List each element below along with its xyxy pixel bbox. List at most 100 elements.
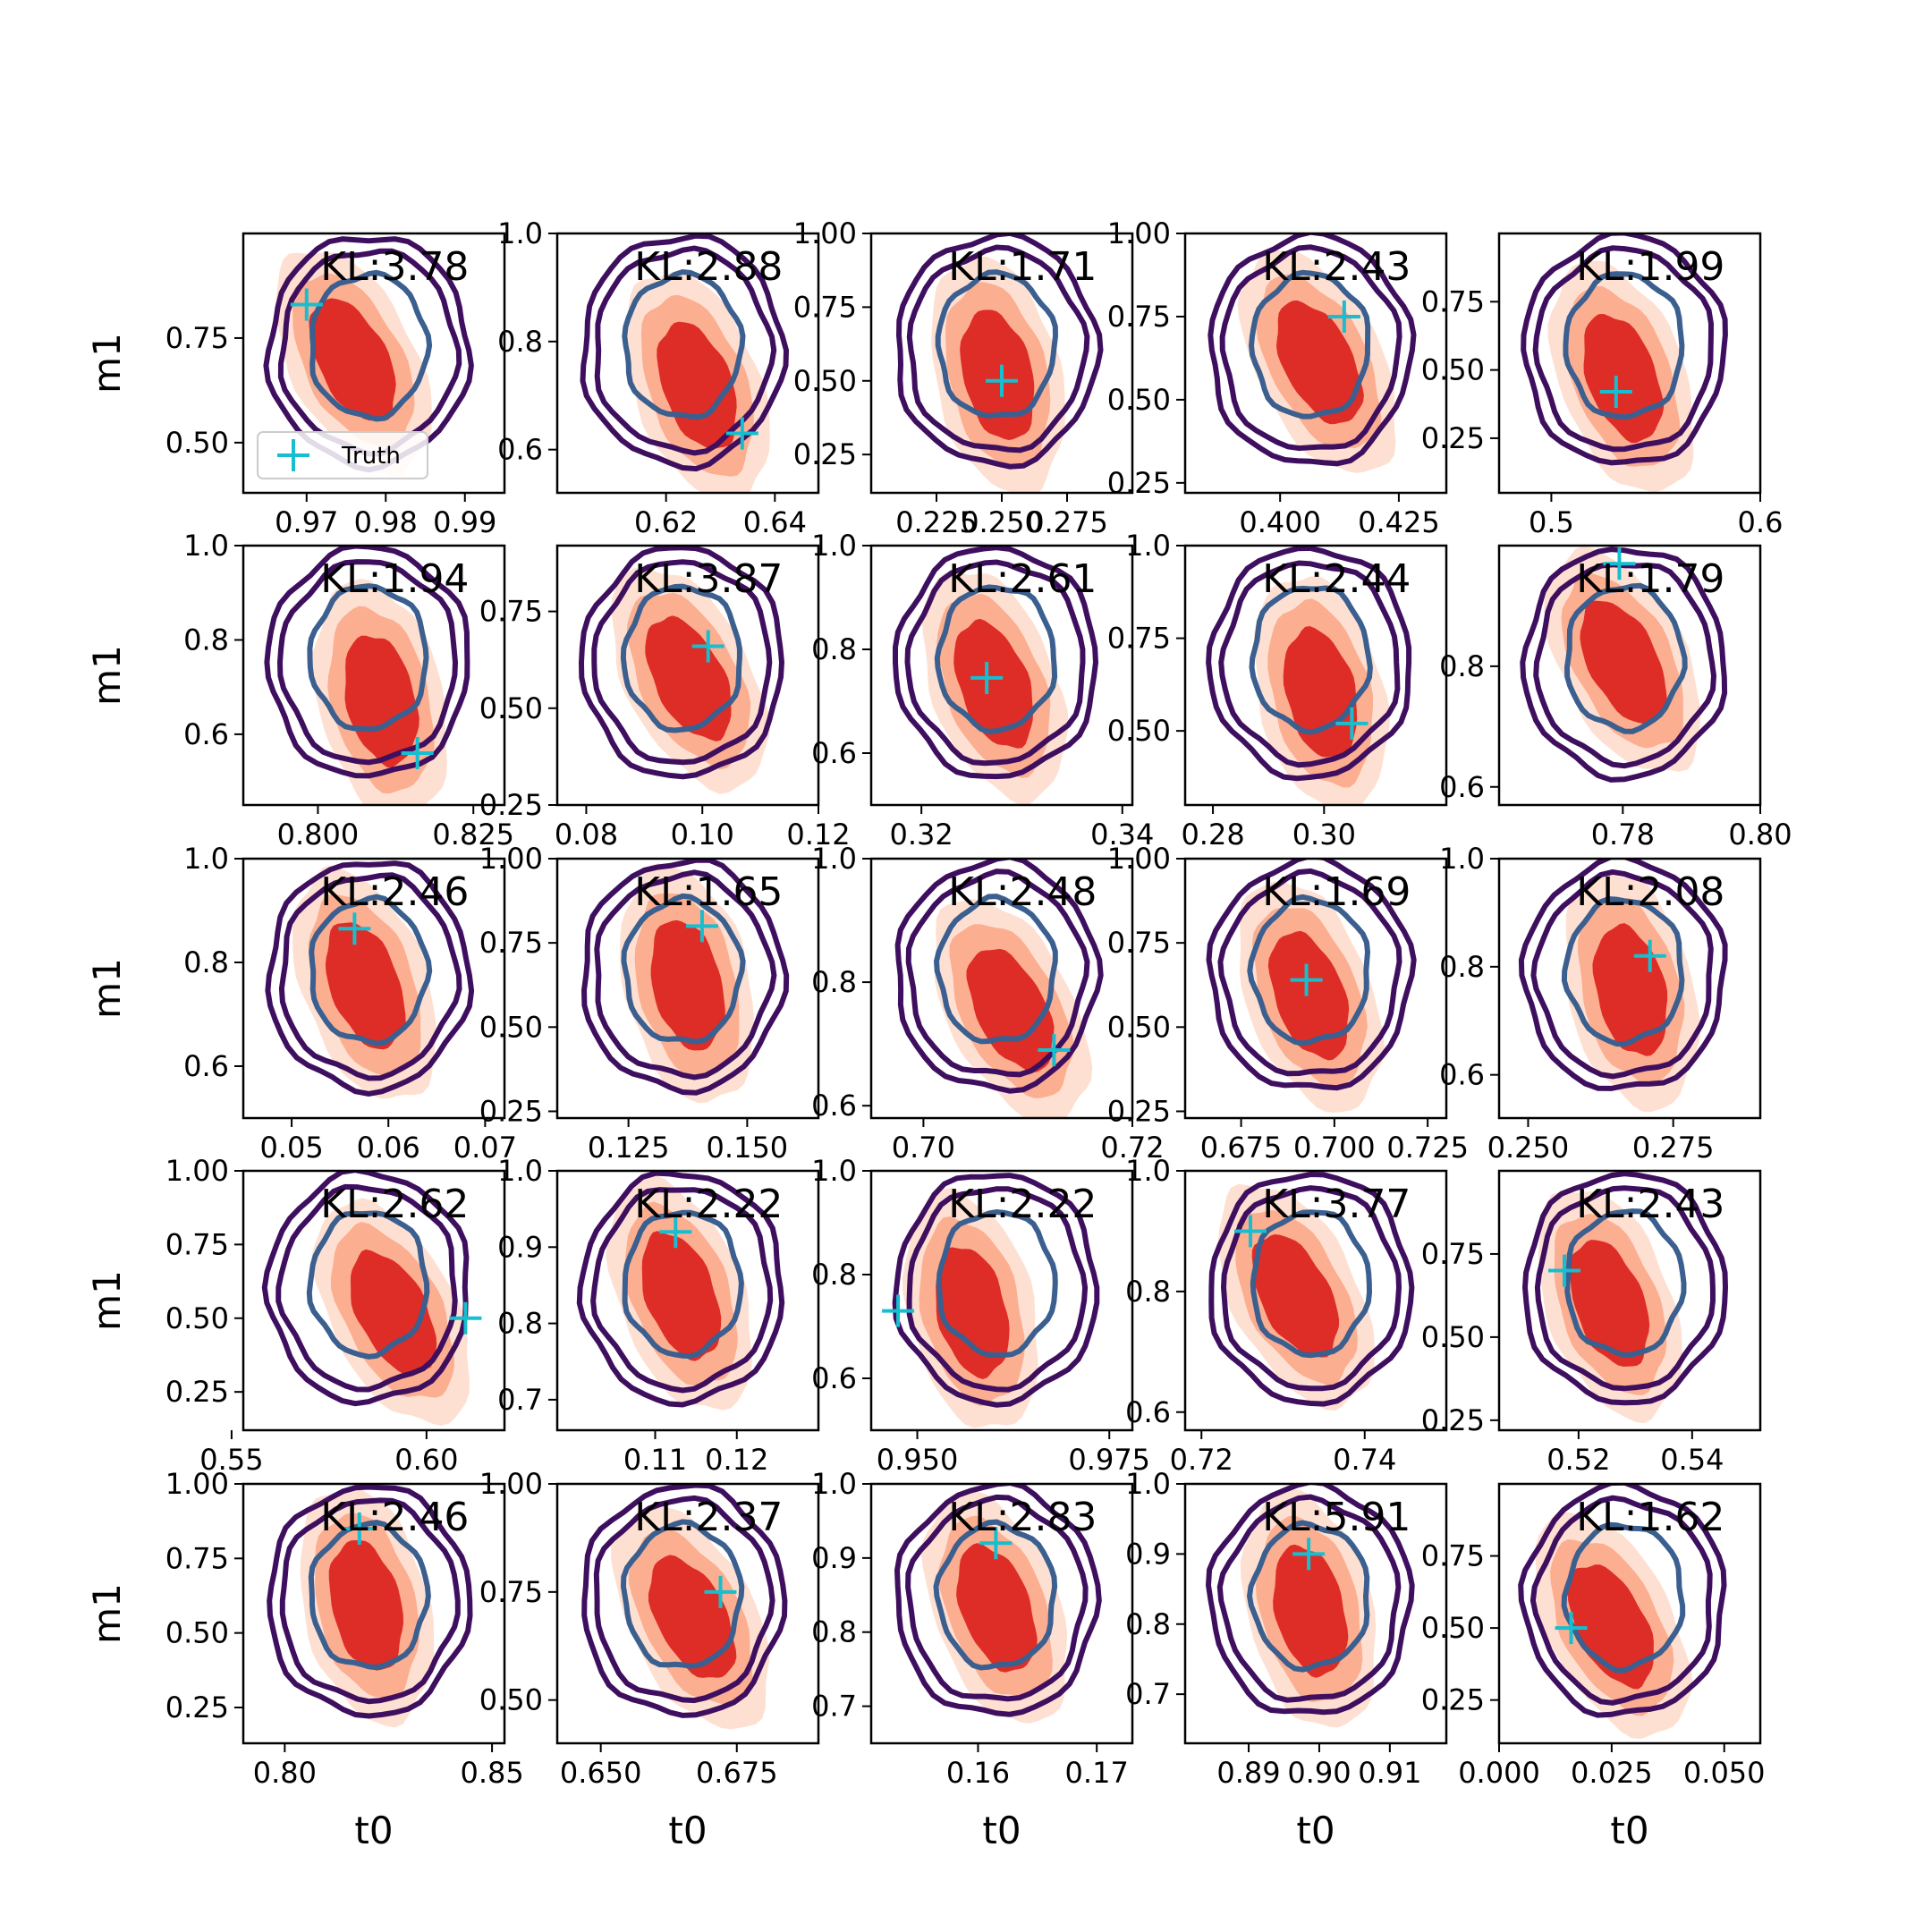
contour-outer-1 — [895, 233, 1104, 470]
subplot-21: 0.80 0.85 0.25 0.50 0.75 1.00 KL:2.46 m1 t0 — [85, 1467, 524, 1852]
axes-frame — [1497, 232, 1762, 495]
x-tick-label: 0.025 — [1571, 1756, 1653, 1790]
axes-frame — [869, 544, 1134, 807]
posterior-density-level-3 — [648, 1555, 737, 1678]
x-tick-label: 0.275 — [1026, 505, 1108, 539]
kl-divergence-label: KL:1.79 — [1576, 556, 1724, 602]
x-tick-label: 0.28 — [1181, 818, 1244, 852]
axes-frame — [1497, 1482, 1762, 1745]
contour-outer-2 — [905, 869, 1090, 1078]
contour-inner — [936, 1208, 1058, 1358]
x-tick-label: 0.70 — [892, 1131, 955, 1165]
contour-outer-2 — [593, 1495, 775, 1704]
kl-divergence-label: KL:2.88 — [634, 244, 783, 290]
contour-outer-2 — [1219, 244, 1402, 452]
contour-outer-2 — [591, 559, 773, 766]
x-tick-label: 0.250 — [961, 505, 1043, 539]
kl-divergence-label: KL:2.61 — [948, 556, 1097, 602]
x-tick-label: 0.34 — [1090, 818, 1154, 852]
contour-outer-1 — [264, 546, 470, 779]
contour-outer-1 — [1520, 547, 1728, 783]
y-tick-label: 0.50 — [793, 364, 857, 398]
subplot-20: 0.52 0.54 0.25 0.50 0.75 KL:2.43 — [1421, 1169, 1762, 1477]
plot-area — [1206, 546, 1412, 805]
posterior-density-level-3 — [960, 309, 1035, 440]
contour-inner — [933, 894, 1058, 1045]
x-tick-label: 0.425 — [1358, 505, 1440, 539]
contour-outer-2 — [276, 559, 459, 766]
axes-frame — [869, 1169, 1134, 1432]
axes-frame — [242, 857, 506, 1120]
plot-area — [893, 546, 1099, 805]
plot-area — [1521, 1171, 1729, 1424]
subplot-1: 0.97 0.98 0.99 0.50 0.75 KL:3.78 m1 Truth — [85, 232, 506, 539]
y-tick-label: 1.00 — [165, 1467, 229, 1501]
y-tick-label: 1.00 — [793, 216, 857, 250]
x-tick-label: 0.72 — [1100, 1131, 1164, 1165]
contour-outer-1 — [1206, 546, 1412, 782]
contour-outer-1 — [893, 546, 1099, 780]
y-axis-title: m1 — [85, 1270, 129, 1331]
axes-frame — [242, 544, 506, 807]
truth-marker — [1327, 300, 1360, 333]
subplot-23: 0.16 0.17 0.7 0.8 0.9 1.0 KL:2.83 t0 — [811, 1467, 1134, 1852]
posterior-density-level-3 — [650, 919, 725, 1051]
kl-divergence-label: KL:2.83 — [948, 1495, 1097, 1540]
plot-area — [1521, 233, 1728, 492]
contour-inner — [933, 1519, 1058, 1671]
y-tick-label: 0.75 — [165, 321, 229, 355]
x-tick-label: 0.98 — [354, 505, 418, 539]
truth-marker — [338, 912, 371, 945]
truth-marker — [1599, 376, 1632, 409]
axes-frame — [555, 544, 820, 807]
contour-outer-1 — [580, 859, 790, 1096]
y-tick-label: 1.0 — [497, 216, 543, 250]
y-tick-label: 0.8 — [1439, 649, 1485, 683]
posterior-density-level-3 — [966, 948, 1055, 1073]
x-axis-title: t0 — [982, 1809, 1021, 1852]
x-tick-label: 0.30 — [1292, 818, 1356, 852]
subplot-5: 0.5 0.6 0.25 0.50 0.75 KL:1.99 — [1421, 232, 1783, 539]
posterior-density-level-3 — [325, 922, 406, 1050]
x-tick-label: 0.80 — [253, 1756, 317, 1790]
x-axis-title: t0 — [1296, 1809, 1335, 1852]
contour-inner — [1248, 269, 1371, 419]
contour-outer-1 — [1208, 233, 1417, 467]
subplot-13: 0.70 0.72 0.6 0.8 1.0 KL:2.48 — [811, 842, 1165, 1165]
plot-area — [894, 1484, 1102, 1724]
truth-marker — [1290, 963, 1323, 996]
subplot-25: 0.000 0.025 0.050 0.25 0.50 0.75 KL:1.62 t0 — [1421, 1482, 1766, 1852]
axes-frame — [555, 857, 820, 1120]
contour-outer-1 — [265, 860, 475, 1097]
x-tick-label: 0.825 — [432, 818, 514, 852]
y-tick-label: 0.75 — [479, 595, 543, 629]
x-tick-label: 0.16 — [946, 1756, 1010, 1790]
truth-marker — [343, 1513, 376, 1545]
truth-marker — [449, 1301, 482, 1335]
legend-label: Truth — [341, 443, 401, 470]
y-tick-label: 1.0 — [811, 1154, 857, 1188]
x-tick-label: 0.91 — [1358, 1756, 1421, 1790]
y-tick-label: 0.50 — [479, 1010, 543, 1044]
contour-outer-1 — [1206, 859, 1417, 1091]
kl-divergence-label: KL:3.78 — [320, 244, 469, 290]
x-tick-label: 0.150 — [707, 1131, 789, 1165]
y-tick-label: 0.50 — [1421, 353, 1485, 387]
subplot-10: 0.78 0.80 0.6 0.8 KL:1.79 — [1439, 544, 1792, 852]
contour-outer-1 — [892, 1173, 1100, 1408]
contour-outer-1 — [1518, 859, 1728, 1091]
truth-marker — [970, 661, 1004, 694]
kl-divergence-label: KL:5.91 — [1262, 1495, 1411, 1540]
x-tick-label: 0.85 — [460, 1756, 523, 1790]
axes-frame — [242, 1169, 506, 1432]
x-tick-label: 0.050 — [1683, 1756, 1766, 1790]
posterior-density-level-3 — [1251, 1234, 1340, 1358]
y-tick-label: 0.50 — [1107, 1010, 1171, 1044]
axes-frame — [1497, 544, 1762, 807]
x-tick-label: 0.5 — [1529, 505, 1574, 539]
truth-marker — [1548, 1254, 1580, 1287]
axes-frame — [1183, 1482, 1448, 1745]
x-tick-label: 0.12 — [786, 818, 850, 852]
truth-marker — [401, 737, 434, 769]
